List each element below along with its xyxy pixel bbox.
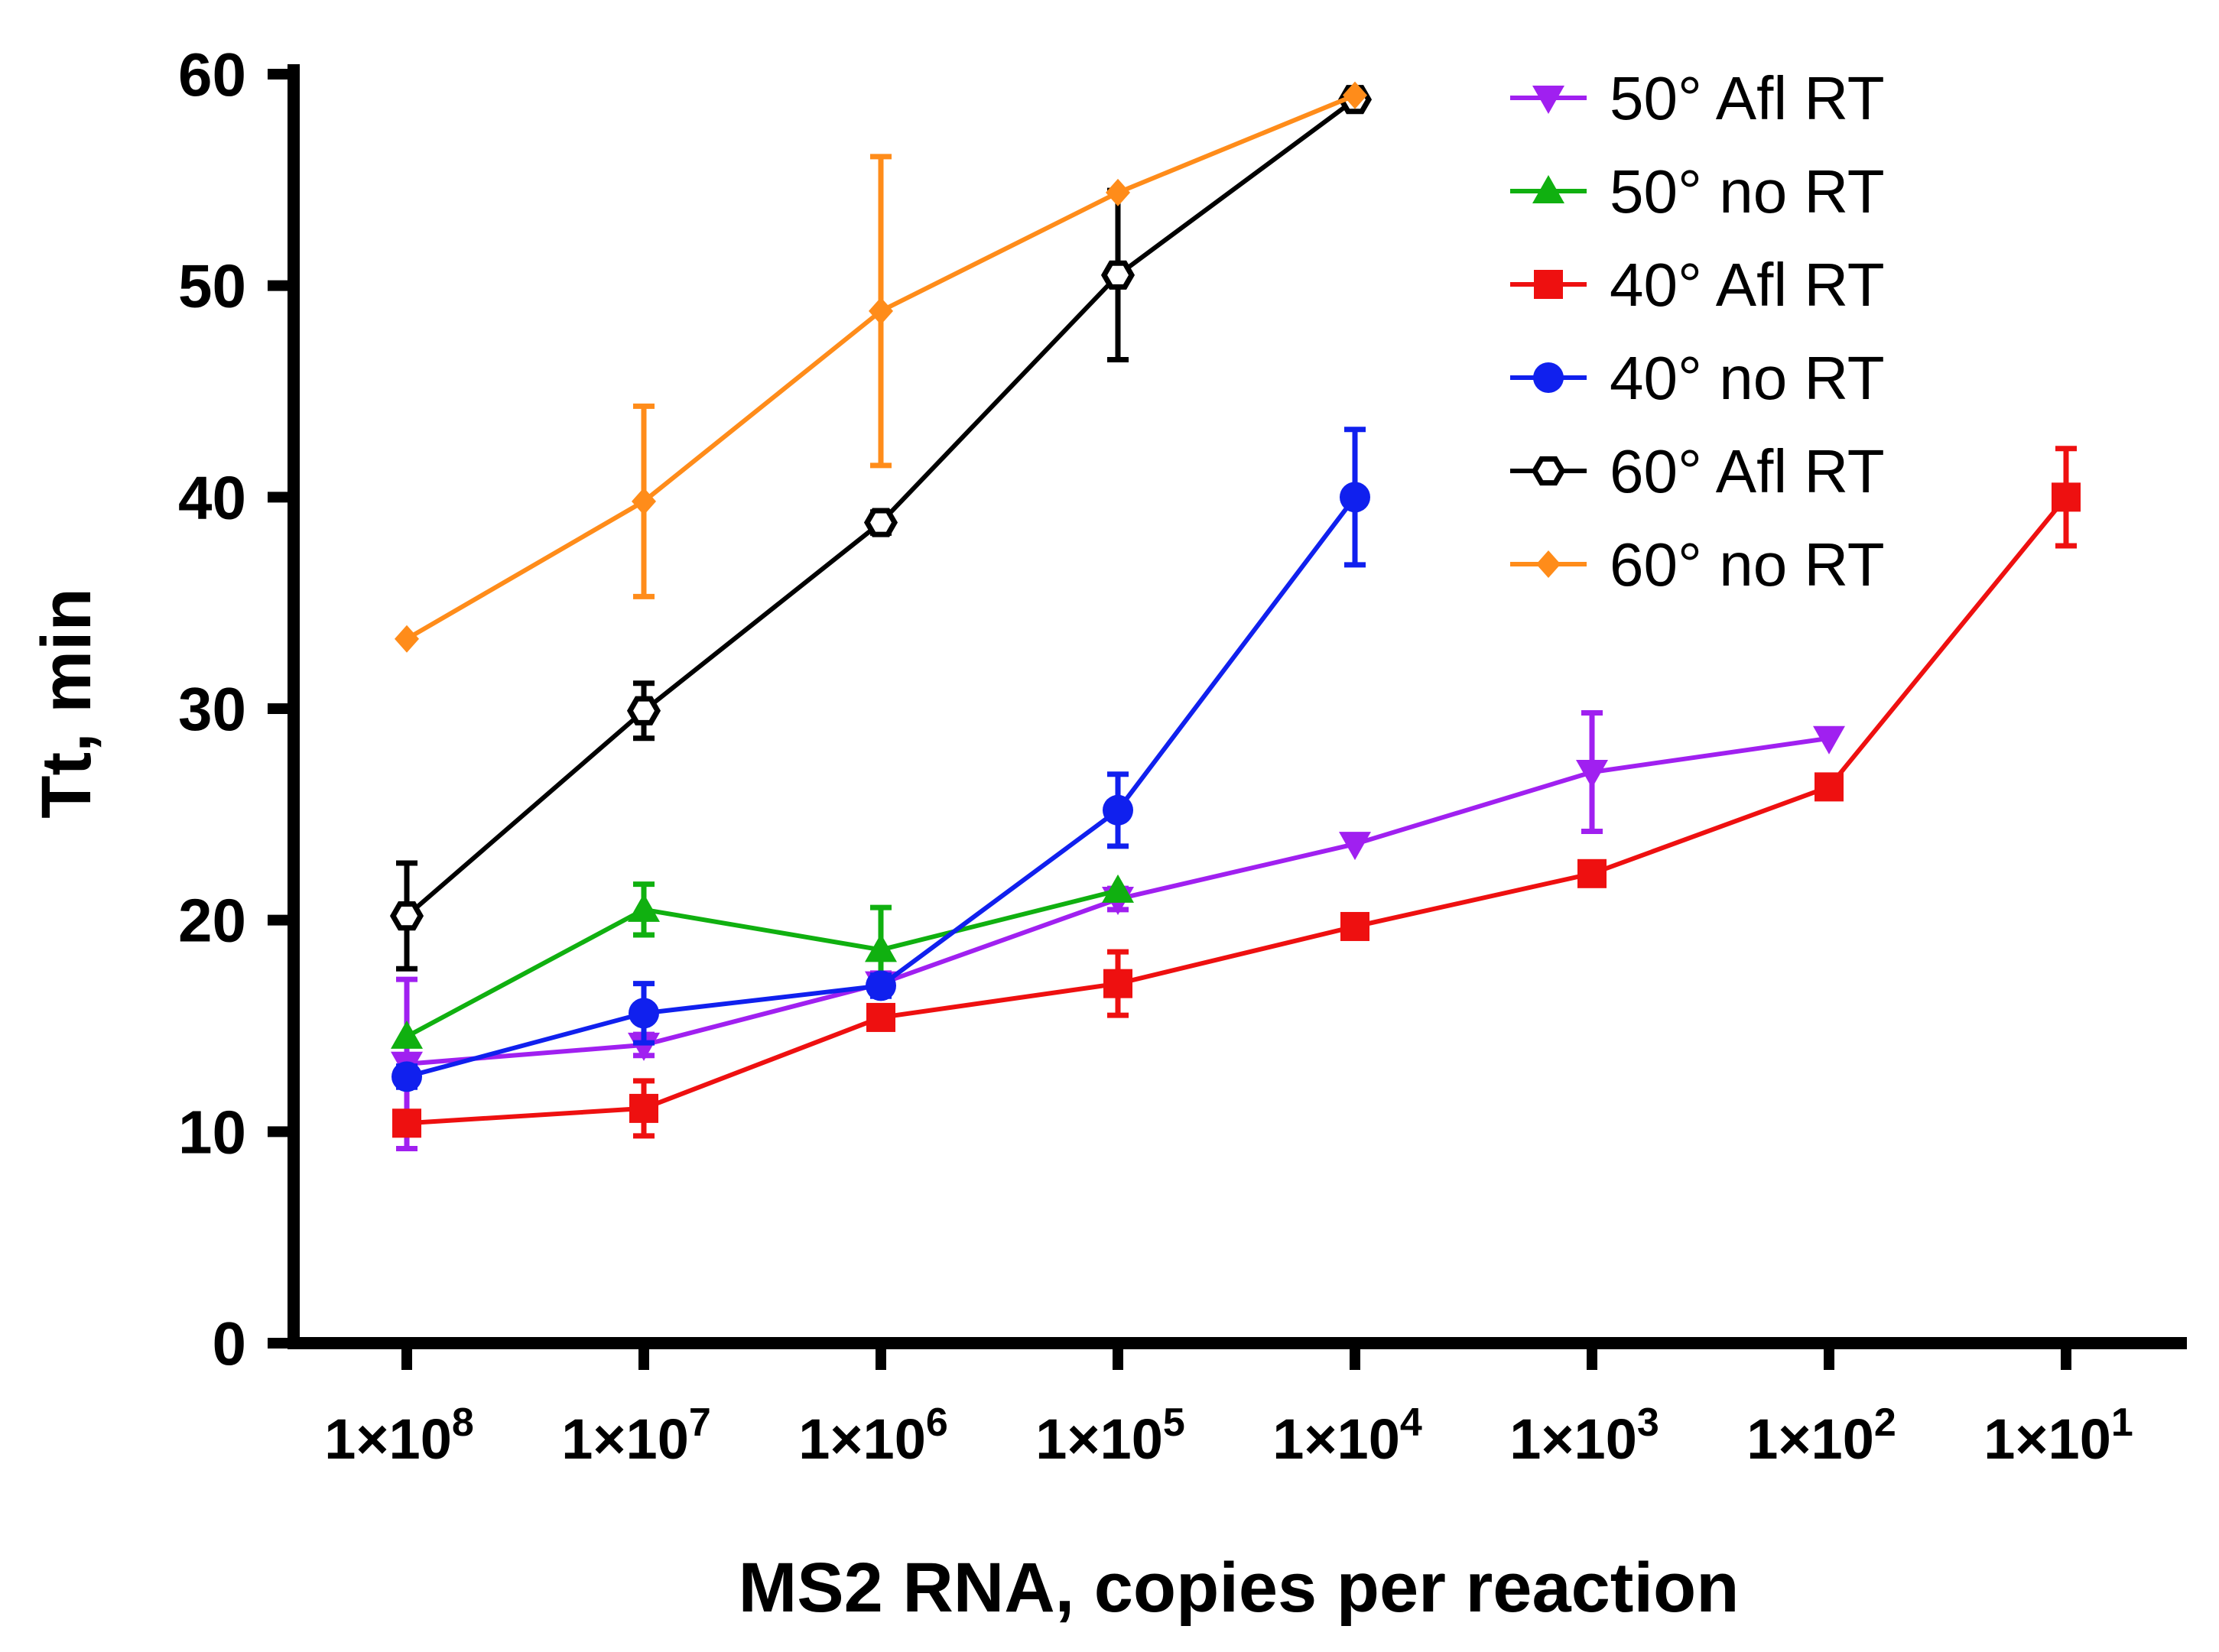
x-tick-label: 1×107 [561,1400,711,1471]
series-line [406,495,2068,1126]
data-point [629,1093,658,1123]
series-1 [391,874,1134,1049]
series-5 [395,81,1367,653]
legend-label: 60° no RT [1610,531,1885,599]
data-point [628,893,660,922]
x-tick-exponent: 1 [2111,1400,2133,1445]
x-tick-label: 1×108 [324,1400,474,1471]
x-tick-exponent: 2 [1874,1400,1896,1445]
x-tick-base: 1×10 [1272,1407,1400,1471]
y-tick-label: 0 [213,1310,247,1378]
legend-item: 40° no RT [1510,344,1885,412]
data-point [628,1032,660,1061]
legend-label: 40° Afl RT [1610,251,1885,319]
data-point [863,508,898,537]
data-point [865,933,897,962]
x-tick-label: 1×104 [1272,1400,1422,1471]
x-tick-label: 1×102 [1746,1400,1896,1471]
x-tick-base: 1×10 [798,1407,926,1471]
data-point [389,901,424,931]
x-tick-base: 1×10 [324,1407,452,1471]
series-line [405,888,1119,1039]
data-point [869,297,893,325]
data-point [1576,760,1608,788]
data-point [1106,178,1130,206]
legend-item: 60° no RT [1510,531,1885,599]
data-point [632,487,656,515]
legend-label: 50° Afl RT [1610,64,1885,132]
series-2 [392,446,2081,1139]
data-point [392,1108,421,1138]
data-point [1577,858,1607,888]
y-tick-label: 50 [178,252,246,320]
y-axis-label: Tt, min [28,588,106,819]
data-point [1533,362,1564,393]
x-tick-exponent: 8 [452,1400,474,1445]
data-point [395,625,419,653]
legend-item: 60° Afl RT [1510,437,1885,505]
data-point [626,696,661,725]
y-tick-label: 20 [178,887,246,955]
data-point [1100,260,1135,290]
data-point [1103,794,1133,826]
y-tick-label: 10 [178,1098,246,1166]
data-point [1343,81,1367,109]
x-axis-label: MS2 RNA, copies per reaction [739,1549,1740,1627]
x-tick-label: 1×101 [1983,1400,2133,1471]
data-point [1340,911,1369,941]
data-point [1103,969,1132,998]
data-point [866,1002,895,1032]
data-point [866,970,896,1001]
data-point [1339,832,1371,861]
x-tick-base: 1×10 [1983,1407,2111,1471]
x-tick-label: 1×105 [1035,1400,1185,1471]
x-tick-exponent: 5 [1163,1400,1185,1445]
x-tick-exponent: 3 [1637,1400,1659,1445]
x-tick-base: 1×10 [1509,1407,1637,1471]
data-point [2052,482,2081,512]
data-point [1102,874,1134,903]
legend-item: 50° no RT [1510,157,1885,226]
x-tick-label: 1×106 [798,1400,948,1471]
legend-item: 50° Afl RT [1510,64,1885,132]
axes-layer [288,64,2187,1349]
data-point [391,1020,423,1049]
y-tick-label: 40 [178,463,246,531]
data-point [1532,86,1564,114]
data-point [1534,270,1563,299]
x-tick-label: 1×103 [1509,1400,1659,1471]
data-point [1340,482,1370,513]
data-point [629,998,659,1029]
data-point [1536,550,1561,578]
legend: 50° Afl RT 50° no RT 40° Afl RT 40° no RT 60… [1510,64,1885,599]
x-tick-base: 1×10 [1035,1407,1163,1471]
legend-label: 60° Afl RT [1610,437,1885,505]
y-tick-label: 30 [178,675,246,743]
data-point [391,1061,422,1092]
legend-label: 50° no RT [1610,157,1885,226]
series-layer [389,81,2081,1151]
x-tick-exponent: 7 [689,1400,711,1445]
x-tick-base: 1×10 [561,1407,689,1471]
data-point [1815,772,1844,802]
y-tick-label: 60 [178,41,246,109]
x-tick-exponent: 6 [926,1400,948,1445]
data-point [1532,175,1564,203]
series-3 [391,427,1370,1092]
data-point [1531,456,1566,486]
x-tick-base: 1×10 [1746,1407,1874,1471]
data-point [1813,725,1845,755]
legend-item: 40° Afl RT [1510,251,1885,319]
x-tick-exponent: 4 [1400,1400,1422,1445]
legend-label: 40° no RT [1610,344,1885,412]
